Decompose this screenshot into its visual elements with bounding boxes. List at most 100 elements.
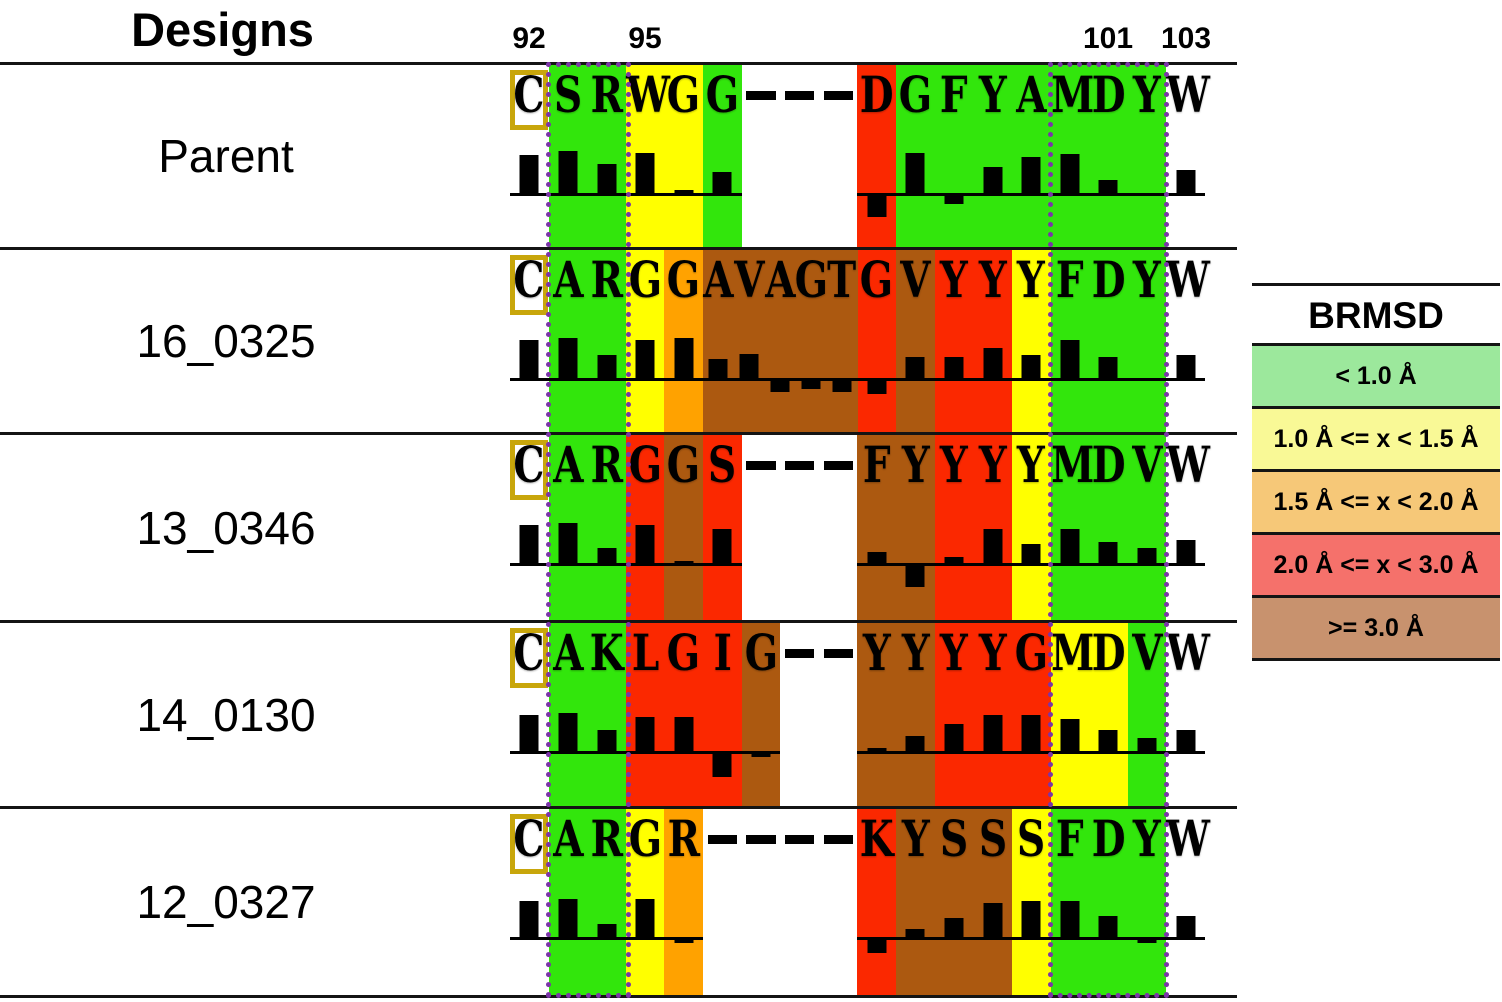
residue-cell: Y — [1127, 809, 1167, 995]
bar-baseline — [664, 751, 704, 754]
residue-bar-positive — [983, 348, 1003, 378]
residue-bar-positive — [558, 151, 578, 193]
residue-letter-glyph: C — [513, 65, 545, 124]
residue-cell: C — [510, 65, 549, 247]
residue-letter: W — [620, 65, 671, 131]
bar-baseline — [587, 563, 626, 566]
residue-bar-negative — [867, 381, 887, 394]
residue-bar-positive — [1098, 916, 1118, 937]
residue-cell: V — [1127, 435, 1167, 620]
residue-cell: W — [625, 65, 670, 247]
bar-baseline — [1050, 937, 1090, 940]
gap-dash — [784, 461, 815, 470]
residue-letter: D — [1083, 65, 1134, 131]
residue-letter-glyph: C — [513, 809, 545, 868]
residue-bar-positive — [983, 903, 1003, 937]
residue-bar-positive — [944, 357, 964, 378]
bar-baseline — [1089, 937, 1128, 940]
residue-cell: R — [587, 809, 626, 995]
residue-letter-glyph: V — [900, 250, 931, 309]
residue-bar-positive — [867, 552, 887, 563]
bar-baseline — [857, 937, 897, 940]
residue-cell: Y — [1011, 250, 1051, 432]
bar-baseline — [510, 563, 549, 566]
residue-bar-positive — [944, 724, 964, 751]
residue-bar-positive — [519, 155, 539, 193]
bar-baseline — [1127, 751, 1167, 754]
residue-bar-negative — [674, 940, 694, 943]
residue-letter-glyph: Y — [862, 623, 891, 682]
bar-baseline — [703, 193, 742, 196]
residue-letter: Y — [890, 435, 941, 501]
residue-cell: G — [741, 623, 781, 806]
residue-letter-glyph: Y — [901, 623, 930, 682]
bar-baseline — [1166, 378, 1205, 381]
residue-bar-positive — [519, 715, 539, 751]
residue-cell: G — [664, 435, 704, 620]
residue-letter: R — [581, 250, 632, 316]
residue-cell — [703, 809, 742, 995]
residue-bar-positive — [1021, 544, 1041, 563]
residue-letter: Y — [1122, 65, 1173, 131]
bar-baseline — [1050, 193, 1090, 196]
residue-bar-positive — [558, 523, 578, 563]
bar-baseline — [973, 378, 1012, 381]
bar-baseline — [896, 563, 935, 566]
bar-baseline — [510, 751, 549, 754]
residue-cell: W — [1166, 65, 1210, 247]
residue-cell — [741, 809, 781, 995]
residue-letter-glyph: W — [1166, 435, 1211, 494]
residue-bar-positive — [1098, 180, 1118, 193]
residue-letter: K — [581, 623, 632, 689]
residue-bar-positive — [983, 529, 1003, 563]
legend-entry: 1.5 Å <= x < 2.0 Å — [1252, 469, 1500, 532]
bar-baseline — [1127, 563, 1167, 566]
gap-dash — [707, 835, 738, 844]
residue-letter: G — [852, 250, 903, 316]
residue-letter-glyph: Y — [978, 435, 1007, 494]
residue-bar-positive — [712, 529, 732, 563]
residue-cell: G — [664, 65, 704, 247]
bar-baseline — [1127, 193, 1167, 196]
residue-letter-glyph: G — [898, 65, 933, 124]
residue-letter-glyph: I — [713, 623, 732, 682]
residue-cell: Y — [857, 623, 897, 806]
residue-cell: W — [1166, 435, 1210, 620]
residue-bar-positive — [1176, 730, 1196, 751]
residue-cell: F — [1050, 809, 1090, 995]
separator-line — [0, 620, 1237, 623]
residue-letter-glyph: W — [626, 65, 670, 124]
residue-bar-negative — [832, 381, 852, 392]
residue-bar-positive — [1021, 715, 1041, 751]
bar-baseline — [664, 937, 704, 940]
residue-cell: L — [625, 623, 665, 806]
residue-letter: C — [504, 250, 555, 316]
residue-letter: S — [929, 809, 980, 875]
bar-baseline — [625, 378, 665, 381]
residue-cell: A — [548, 623, 588, 806]
residue-letter: W — [1160, 809, 1211, 875]
residue-cell: D — [1089, 65, 1128, 247]
residue-letter-glyph: Y — [978, 250, 1007, 309]
residue-cell: I — [703, 623, 742, 806]
residue-bar-positive — [635, 899, 655, 937]
residue-letter: C — [504, 809, 555, 875]
residue-bar-negative — [867, 196, 887, 217]
residue-cell: G — [896, 65, 935, 247]
residue-bar-positive — [635, 717, 655, 751]
bar-baseline — [934, 563, 974, 566]
residue-letter-glyph: R — [590, 435, 623, 494]
residue-letter: G — [658, 250, 709, 316]
residue-letter-glyph: V — [1131, 435, 1163, 494]
residue-letter-glyph: Y — [940, 250, 968, 309]
residue-cell: Y — [1011, 435, 1051, 620]
residue-cell: W — [1166, 623, 1210, 806]
bar-baseline — [741, 751, 781, 754]
residue-letter: F — [851, 435, 902, 501]
row-label: 14_0130 — [136, 688, 316, 741]
residue-letter-glyph: K — [859, 809, 894, 868]
residue-bar-positive — [983, 715, 1003, 751]
residue-letter-glyph: F — [940, 65, 968, 124]
bar-baseline — [1089, 193, 1128, 196]
residue-letter-glyph: Y — [978, 65, 1007, 124]
